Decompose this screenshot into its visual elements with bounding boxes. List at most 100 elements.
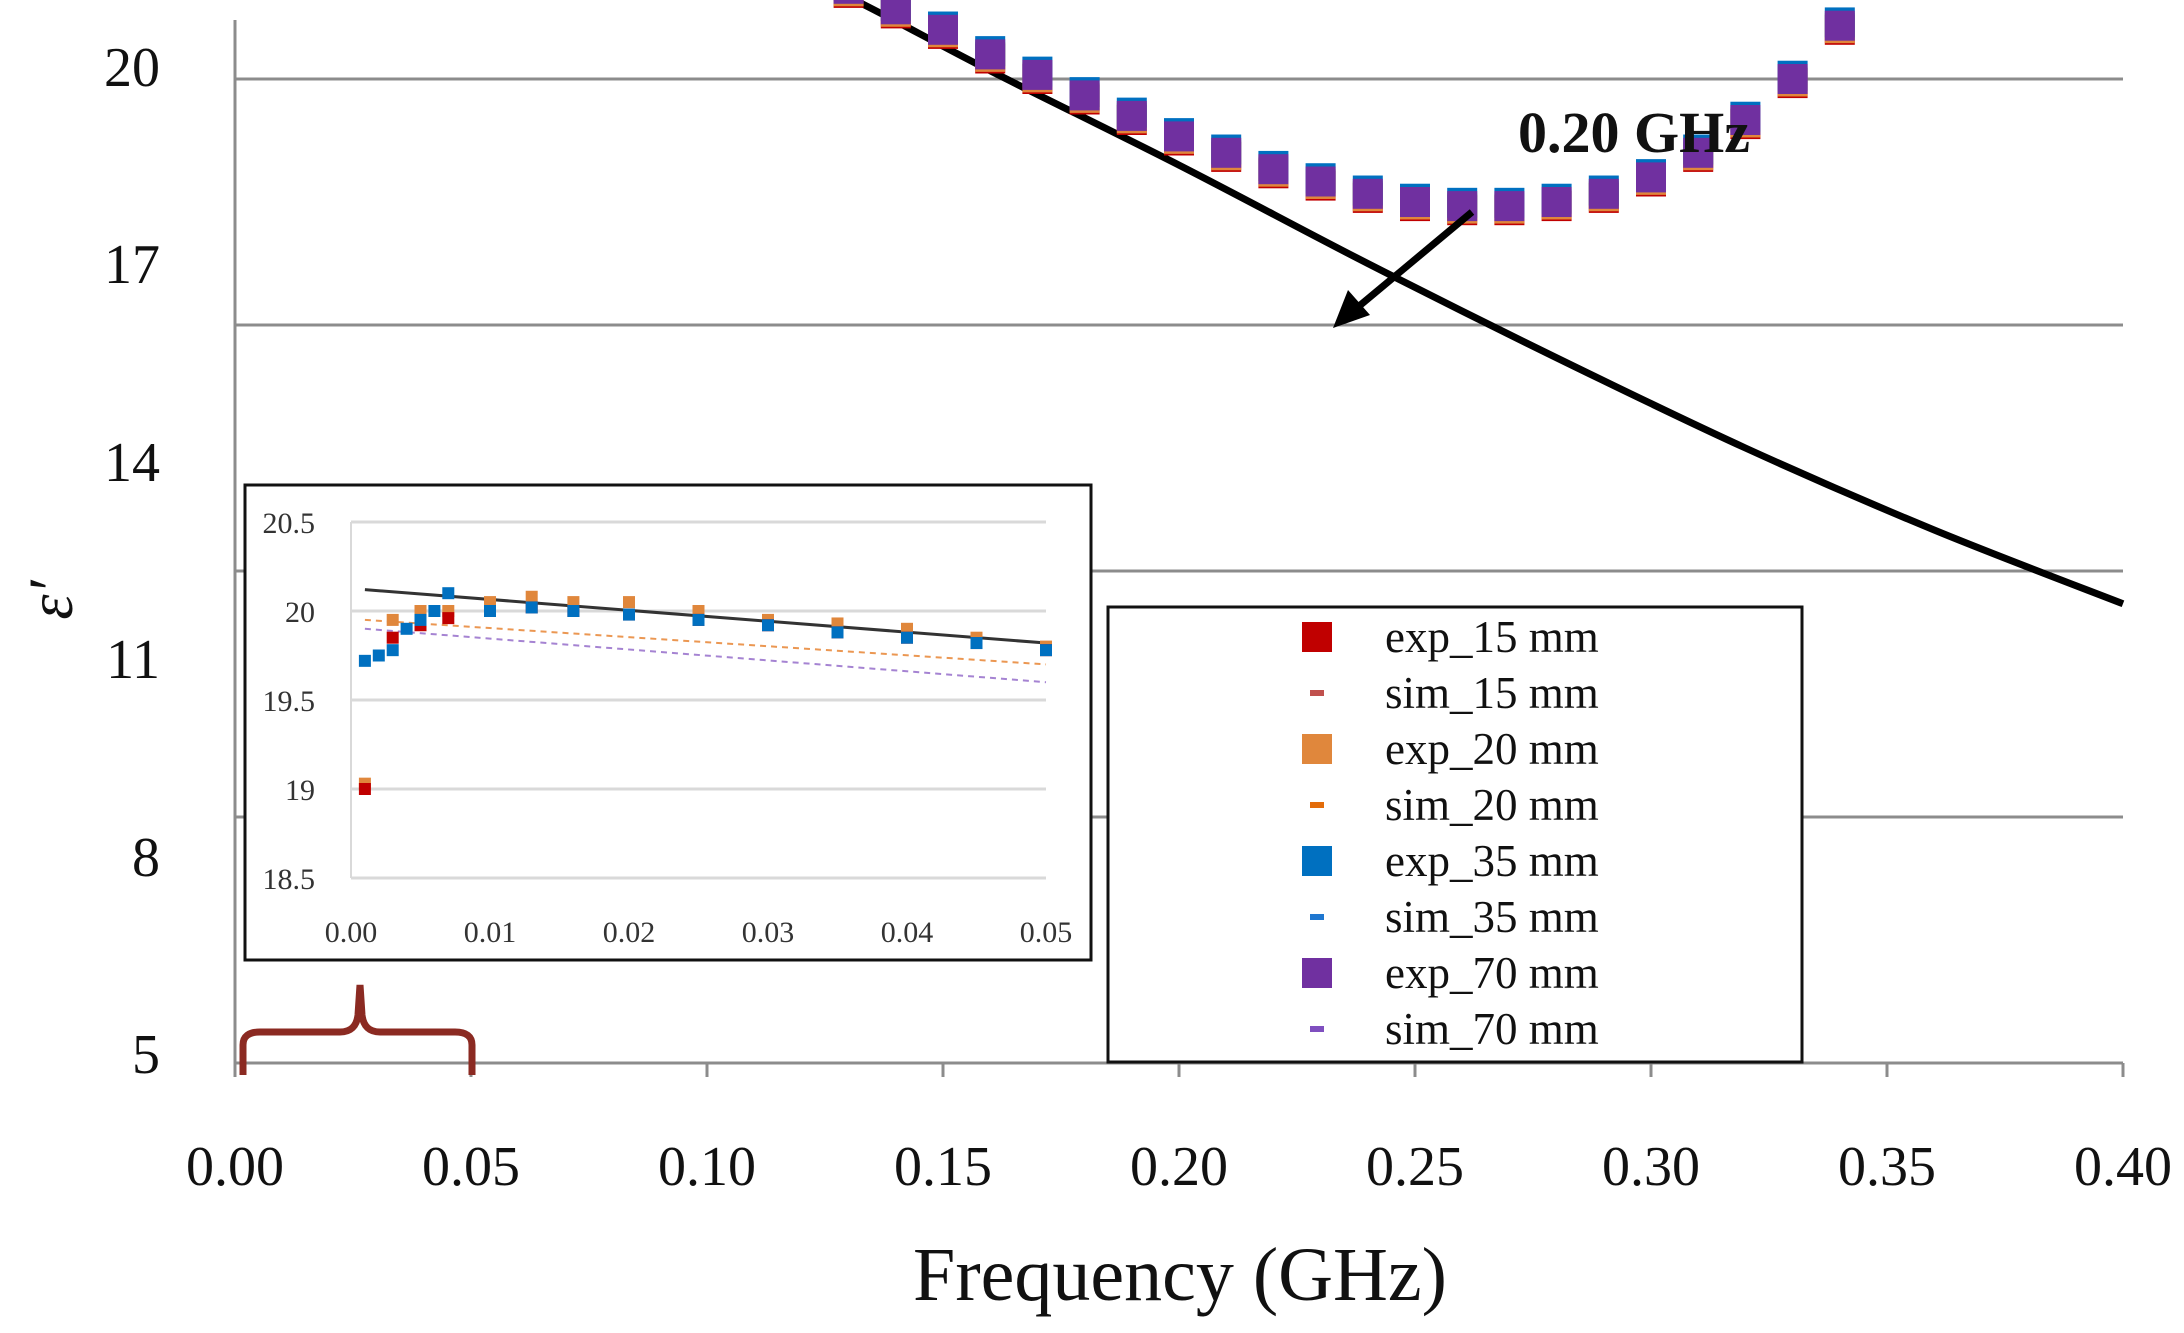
- inset-marker: [358, 654, 371, 667]
- inset-marker: [970, 637, 983, 650]
- y-tick-label: 11: [106, 629, 160, 691]
- inset-marker: [901, 631, 913, 644]
- legend-swatch: [1310, 914, 1324, 920]
- exp-marker: [1636, 162, 1666, 193]
- x-tick-label: 0.05: [422, 1136, 520, 1198]
- legend-label: exp_20 mm: [1385, 724, 1599, 774]
- exp-marker: [1541, 187, 1572, 217]
- inset-x-tick-labels: 0.00 0.01 0.02 0.03 0.04 0.05: [325, 916, 1073, 949]
- inset-sim-line: [364, 618, 1047, 666]
- inset-data-points: [358, 587, 1052, 795]
- exp-marker: [1164, 121, 1194, 152]
- data-points-layer: [833, 0, 1855, 226]
- legend-swatch: [1302, 846, 1332, 876]
- x-tick-label: 0.35: [1838, 1136, 1936, 1198]
- y-tick-labels: 5 8 11 14 17 20: [104, 37, 160, 1086]
- exp-marker: [833, 0, 864, 4]
- legend-label: exp_15 mm: [1385, 612, 1599, 662]
- exp-marker: [1730, 105, 1761, 135]
- x-tick-label: 0.25: [1366, 1136, 1464, 1198]
- y-tick-label: 14: [104, 432, 160, 494]
- inset-marker: [831, 626, 844, 639]
- annotation-label: 0.20 GHz: [1518, 100, 1750, 165]
- inset-x-tick-label: 0.04: [881, 916, 934, 949]
- legend-swatch: [1310, 690, 1324, 696]
- legend-items: exp_15 mm sim_15 mm exp_20 mm sim_20 mm …: [1302, 612, 1599, 1054]
- x-tick-label: 0.30: [1602, 1136, 1700, 1198]
- exp-marker: [1400, 187, 1430, 217]
- inset-marker: [484, 605, 496, 617]
- x-tick-label: 0.40: [2074, 1136, 2172, 1198]
- inset-marker: [525, 601, 538, 614]
- inset-marker: [372, 649, 385, 662]
- inset-x-tick-label: 0.00: [325, 916, 378, 949]
- annotation: 0.20 GHz: [1333, 100, 1750, 328]
- inset-y-tick-label: 19.5: [263, 685, 316, 718]
- exp-marker: [1069, 80, 1100, 111]
- inset-marker: [386, 613, 399, 626]
- exp-marker: [975, 39, 1006, 70]
- exp-marker: [928, 14, 958, 45]
- inset-marker: [442, 587, 455, 600]
- inset-y-tick-label: 20.5: [263, 507, 316, 540]
- inset-marker: [400, 622, 413, 635]
- inset-marker: [1040, 644, 1052, 657]
- legend-label: sim_35 mm: [1385, 892, 1599, 942]
- inset-marker: [762, 619, 774, 632]
- inset-marker: [386, 644, 399, 657]
- inset-model-line: [364, 588, 1047, 645]
- exp-marker: [1683, 137, 1714, 168]
- annotation-arrowhead: [1333, 290, 1370, 328]
- inset-marker: [358, 783, 371, 795]
- inset-marker: [428, 605, 441, 617]
- exp-marker: [1211, 137, 1242, 168]
- legend-label: exp_35 mm: [1385, 836, 1599, 886]
- y-tick-label: 20: [104, 37, 160, 99]
- inset-y-tick-label: 20: [285, 596, 315, 629]
- legend: exp_15 mm sim_15 mm exp_20 mm sim_20 mm …: [1106, 605, 1804, 1064]
- exp-marker: [1305, 166, 1336, 197]
- x-axis-title: Frequency (GHz): [913, 1233, 1447, 1317]
- x-tick-label: 0.15: [894, 1136, 992, 1198]
- y-axis-title: ε′: [15, 579, 86, 619]
- x-tick-labels: 0.00 0.05 0.10 0.15 0.20 0.25 0.30 0.35 …: [186, 1136, 2172, 1198]
- inset-marker: [567, 605, 580, 617]
- exp-marker: [1116, 100, 1147, 131]
- exp-marker: [1022, 59, 1053, 90]
- inset-marker: [386, 631, 399, 644]
- exp-marker: [880, 0, 911, 25]
- x-tick-label: 0.10: [658, 1136, 756, 1198]
- inset-marker: [442, 612, 455, 625]
- model-curve: [846, 0, 2125, 608]
- inset-x-tick-label: 0.03: [742, 916, 795, 949]
- inset-marker: [623, 596, 635, 609]
- legend-label: sim_70 mm: [1385, 1004, 1599, 1054]
- exp-marker: [1352, 178, 1383, 209]
- inset-marker: [525, 590, 538, 603]
- y-tick-label: 5: [132, 1024, 160, 1086]
- inset-y-tick-label: 19: [285, 774, 315, 807]
- inset-x-tick-label: 0.05: [1020, 916, 1073, 949]
- exp-marker: [1258, 154, 1289, 185]
- legend-label: sim_20 mm: [1385, 780, 1599, 830]
- legend-frame: [1106, 605, 1804, 1064]
- inset-y-tick-label: 18.5: [263, 863, 316, 896]
- inset-marker: [623, 608, 635, 621]
- legend-swatch: [1302, 958, 1332, 988]
- annotation-arrow: [1349, 209, 1475, 315]
- legend-swatch: [1302, 622, 1332, 652]
- inset-marker: [692, 613, 705, 626]
- model-curve-layer: [846, 0, 2125, 608]
- inset-y-tick-labels: 18.5 19 19.5 20 20.5: [263, 507, 316, 896]
- legend-label: sim_15 mm: [1385, 668, 1599, 718]
- legend-swatch: [1310, 1026, 1324, 1032]
- inset-x-tick-label: 0.02: [603, 916, 656, 949]
- x-tick-label: 0.00: [186, 1136, 284, 1198]
- inset-chart: 18.5 19 19.5 20 20.5 0.00 0.01 0.02 0.03…: [243, 483, 1093, 962]
- inset-sim-line: [364, 627, 1047, 684]
- inset-x-tick-label: 0.01: [464, 916, 517, 949]
- legend-swatch: [1310, 802, 1324, 808]
- inset-frame: [243, 483, 1093, 962]
- y-tick-label: 8: [132, 827, 160, 889]
